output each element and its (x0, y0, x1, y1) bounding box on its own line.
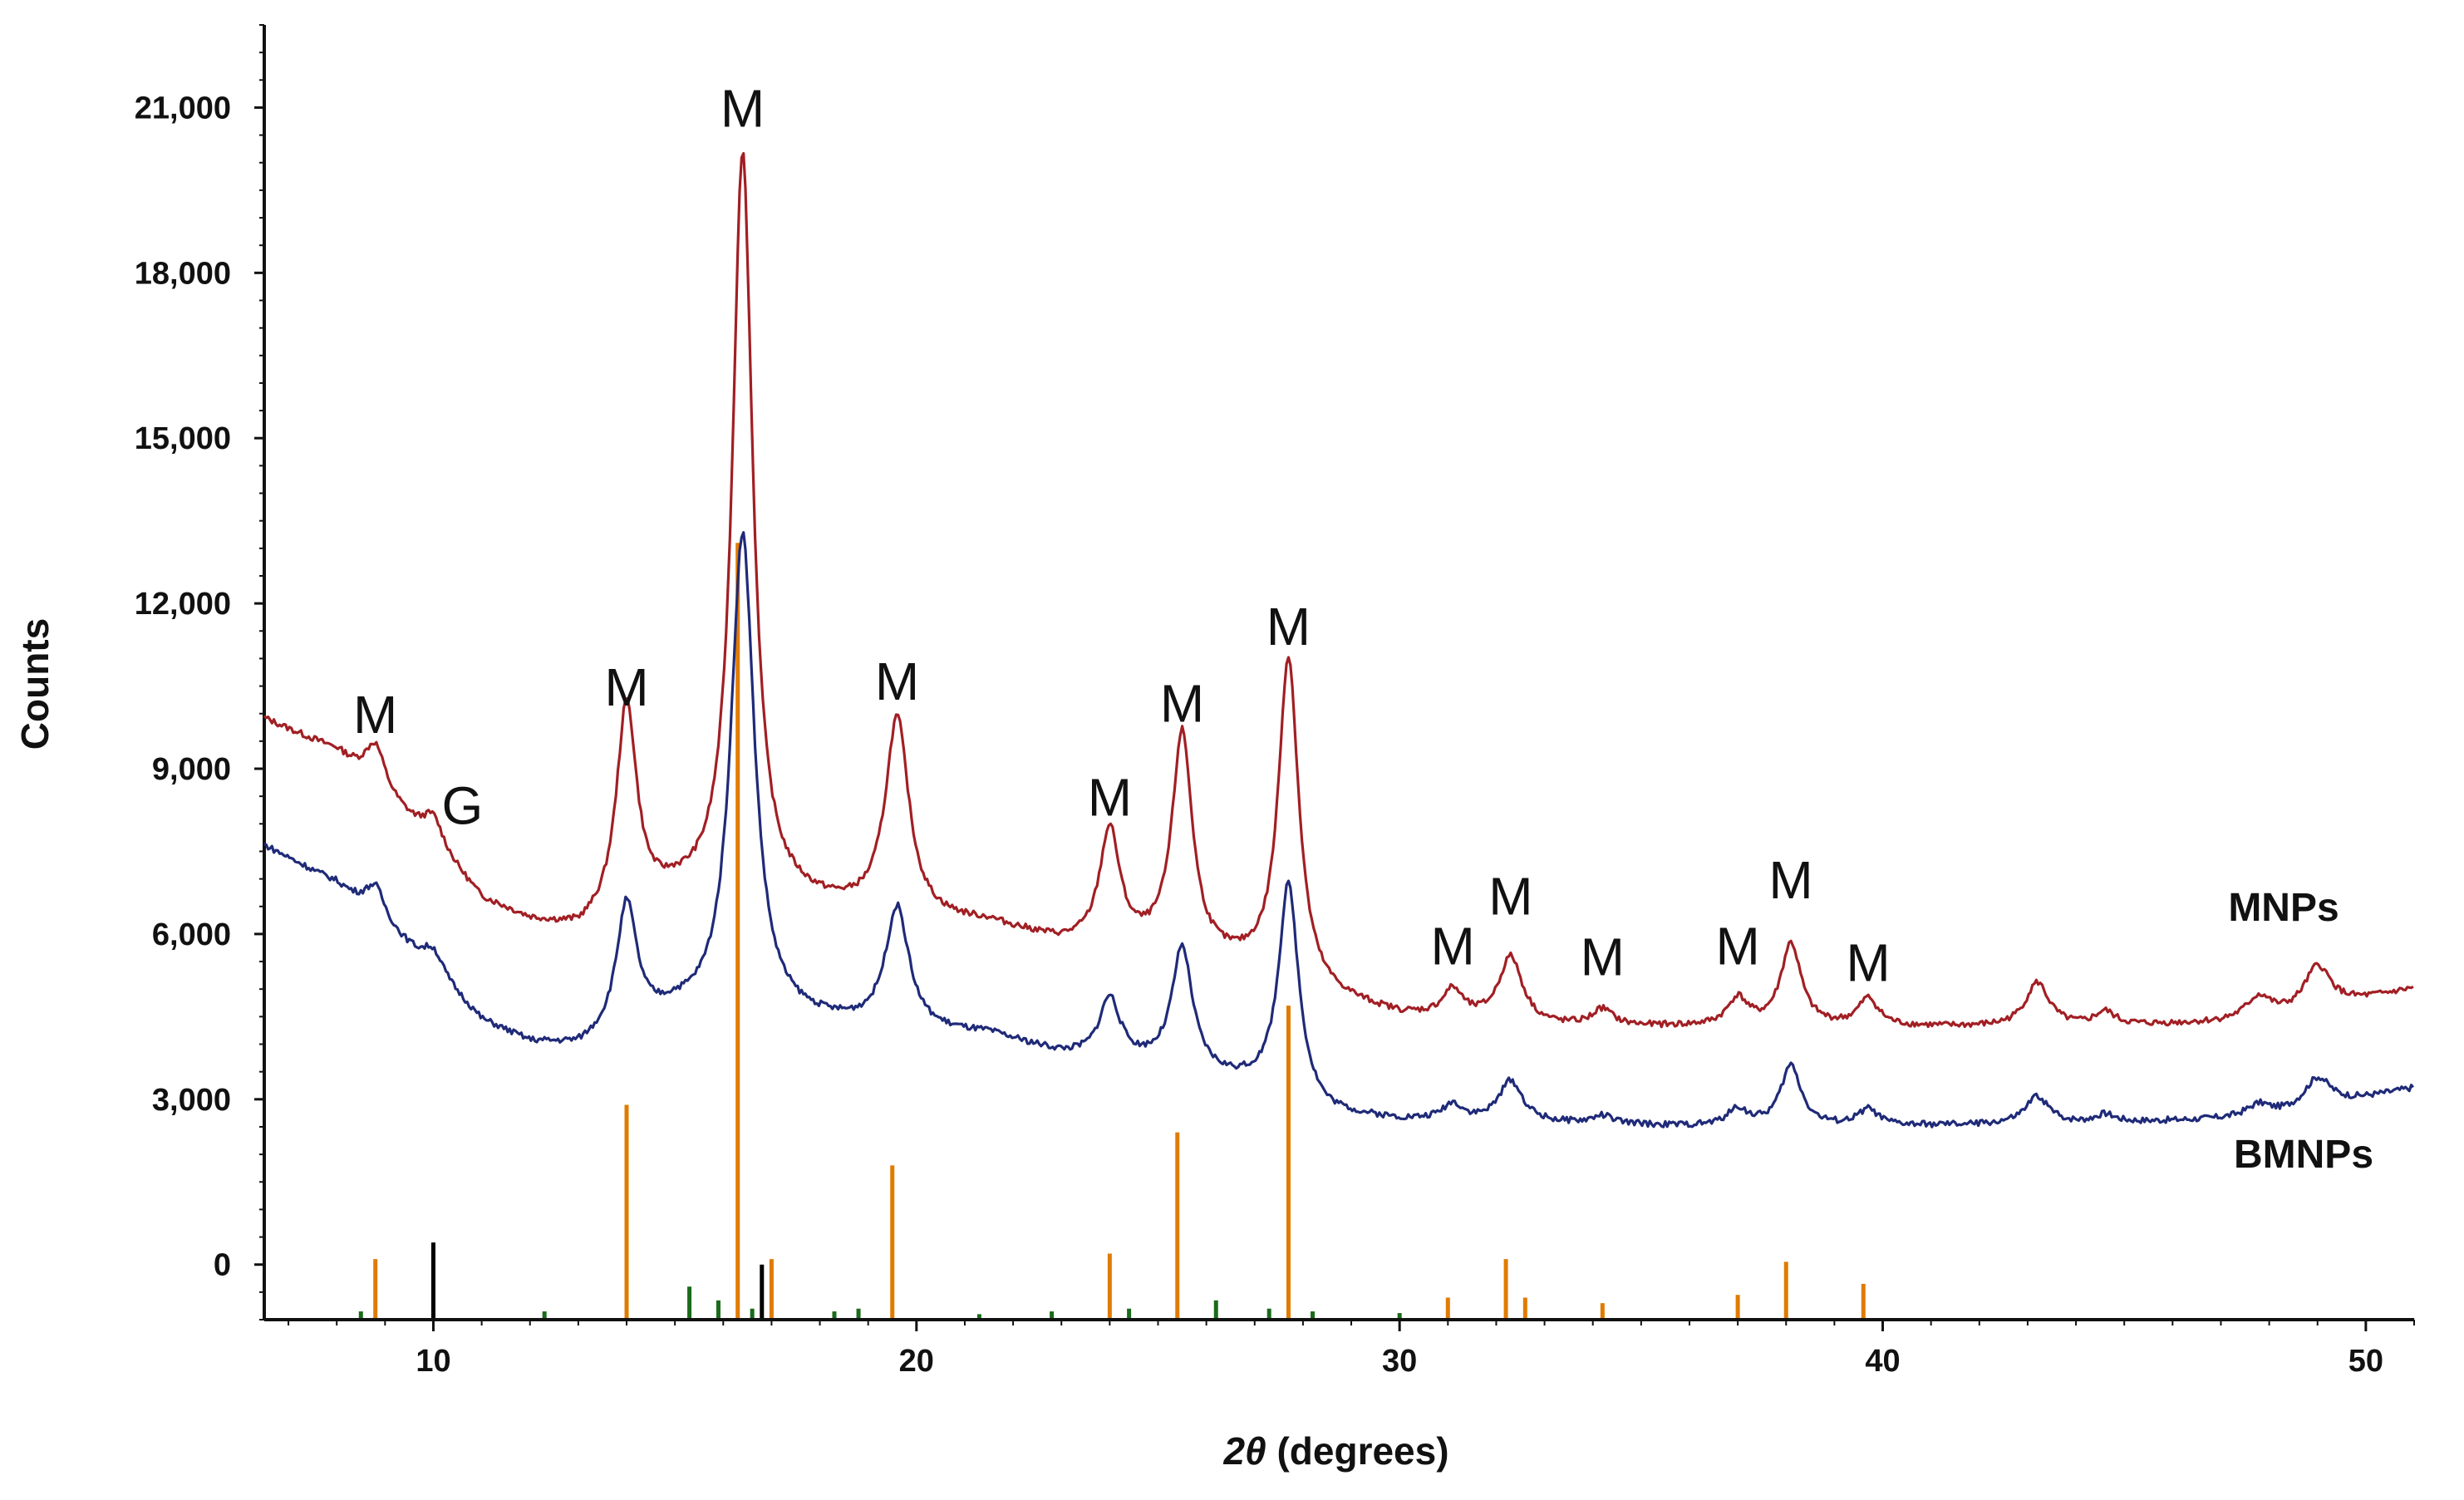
series-label-bmnps: BMNPs (2234, 1133, 2373, 1177)
peak-annotation: M (875, 652, 919, 711)
y-tick-label: 18,000 (135, 256, 231, 291)
x-tick-label: 40 (1865, 1344, 1900, 1379)
series-line-mnps (263, 152, 2414, 1029)
x-axis-title: 2θ (degrees) (1222, 1429, 1448, 1473)
series-line-bmnps (263, 531, 2414, 1129)
axes (263, 25, 2414, 1321)
axis-labels: 0 3,000 6,000 9,000 12,000 15,000 18,000 21,000… (135, 91, 2383, 1379)
y-tick-label: 21,000 (135, 91, 231, 125)
peak-annotation: M (1715, 916, 1759, 976)
peak-annotation: M (1488, 867, 1532, 927)
y-tick-label: 15,000 (135, 421, 231, 456)
peak-annotation: M (1581, 927, 1625, 987)
y-tick-label: 3,000 (152, 1083, 231, 1118)
y-tick-label: 6,000 (152, 917, 231, 952)
x-tick-label: 30 (1382, 1344, 1417, 1379)
tick-marks (254, 24, 2415, 1331)
peak-annotation: M (1266, 597, 1311, 657)
series-label-mnps: MNPs (2228, 886, 2339, 930)
y-tick-label: 12,000 (135, 587, 231, 622)
peak-annotation: M (721, 79, 765, 139)
peak-annotation: M (1160, 674, 1204, 734)
peak-annotation: M (1088, 767, 1132, 827)
peak-annotation: G (441, 775, 483, 835)
peak-annotation: M (1768, 850, 1812, 910)
x-axis-symbol: 2θ (1222, 1429, 1266, 1473)
series-lines (263, 152, 2414, 1129)
x-axis-unit: (degrees) (1266, 1429, 1449, 1473)
y-tick-label: 9,000 (152, 752, 231, 787)
x-tick-label: 10 (416, 1344, 450, 1379)
x-tick-label: 50 (2348, 1344, 2383, 1379)
y-axis-title: Counts (13, 618, 57, 750)
reference-pattern (358, 543, 1866, 1318)
peak-annotation: M (604, 657, 648, 717)
x-tick-label: 20 (899, 1344, 934, 1379)
peak-annotation: M (1430, 916, 1474, 976)
peak-annotation: M (353, 685, 397, 745)
peak-annotation: M (1846, 932, 1890, 992)
y-tick-label: 0 (214, 1248, 231, 1283)
